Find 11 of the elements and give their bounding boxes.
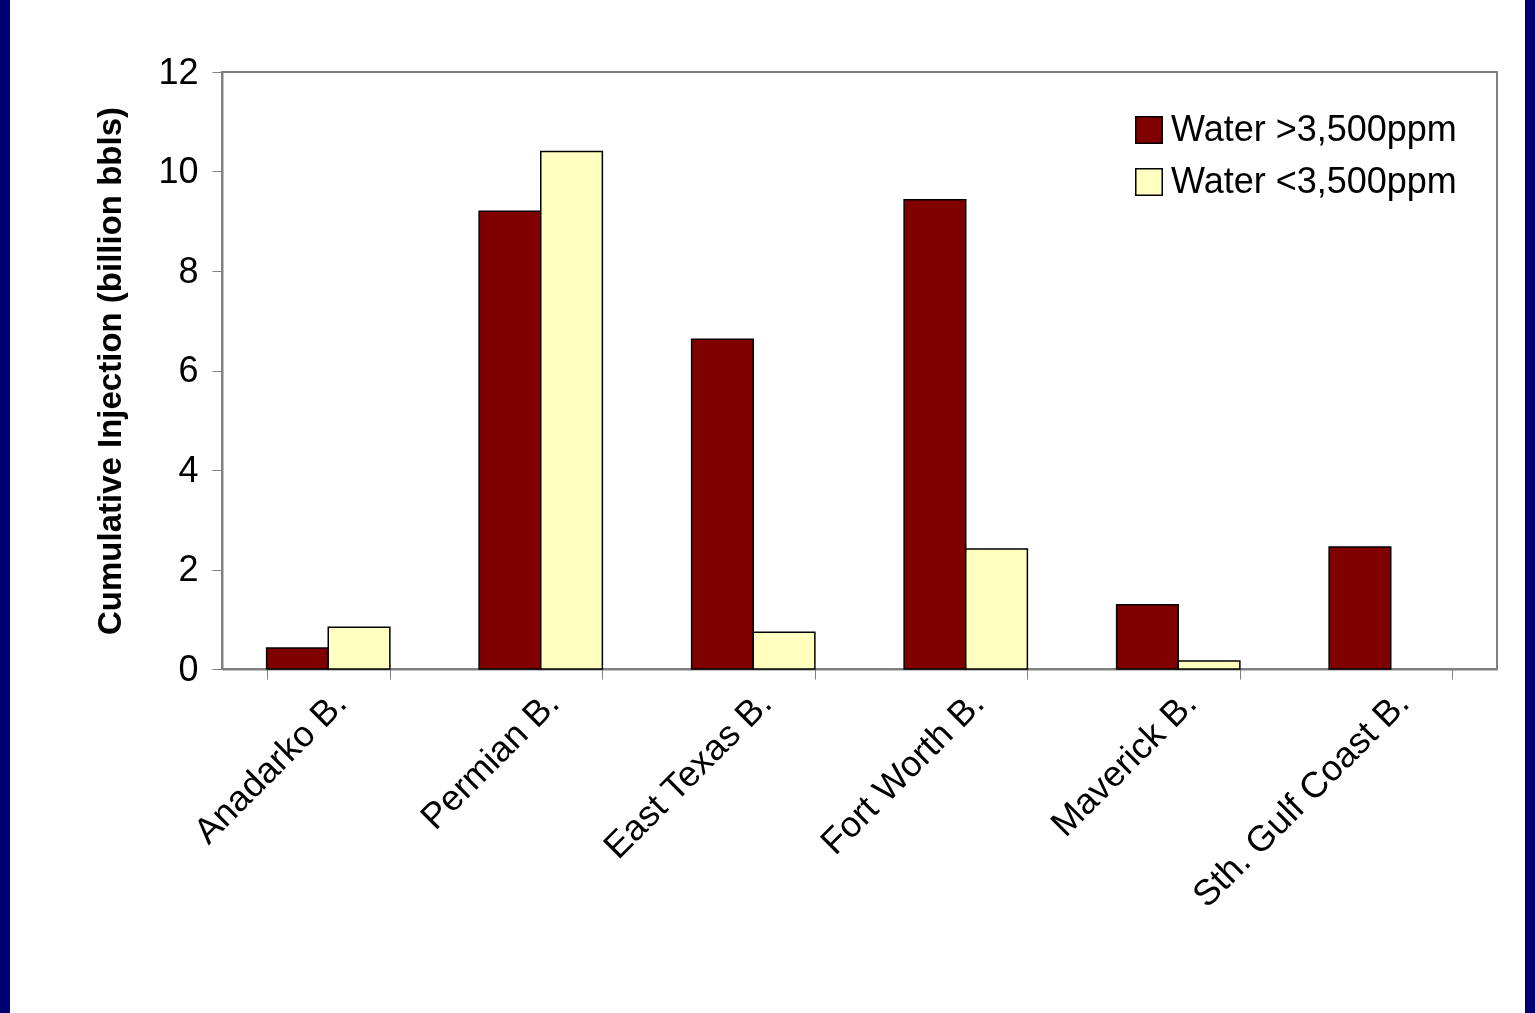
bar bbox=[1328, 546, 1392, 670]
y-tick-label: 2 bbox=[178, 548, 199, 589]
y-tick-label: 8 bbox=[178, 249, 199, 291]
legend-label: Water <3,500ppm bbox=[1171, 160, 1457, 201]
y-axis-title: Cumulative Injection (billion bbls) bbox=[91, 106, 129, 636]
y-tick-label: 0 bbox=[178, 647, 199, 689]
y-tick-label: 10 bbox=[158, 150, 199, 191]
y-tick-label: 6 bbox=[178, 349, 199, 390]
y-tick-label: 12 bbox=[158, 50, 199, 92]
legend-label: Water >3,500ppm bbox=[1171, 108, 1457, 149]
y-tick-label: 4 bbox=[178, 448, 199, 490]
